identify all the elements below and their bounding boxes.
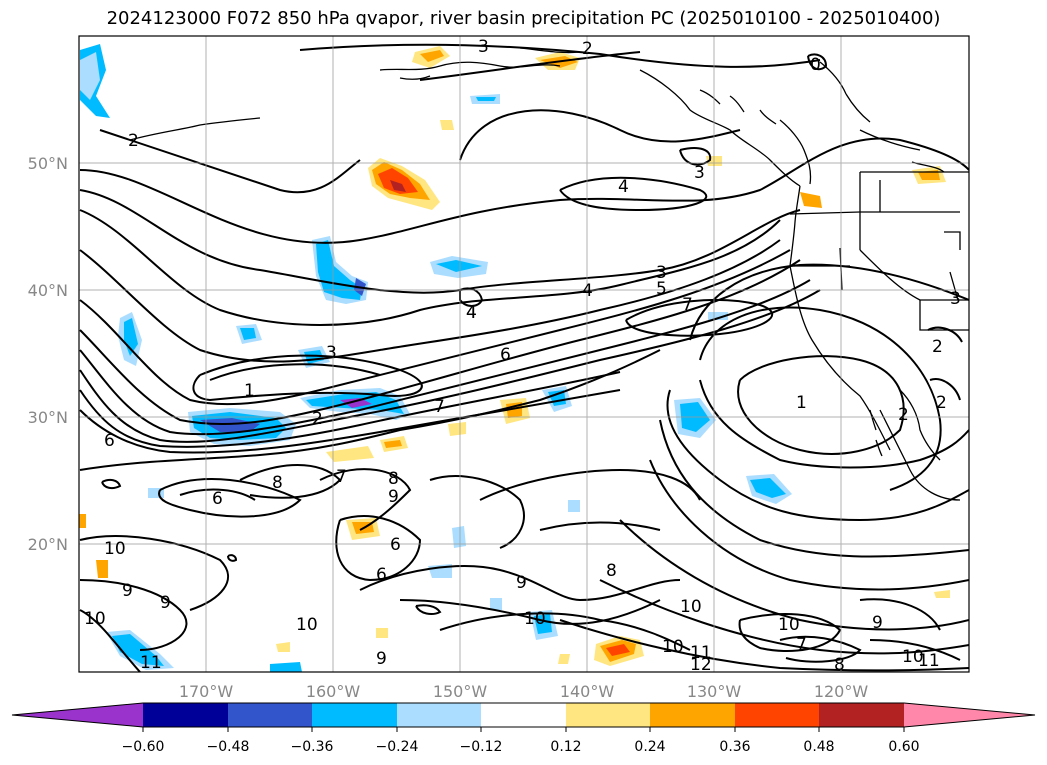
contour-label: 10 — [778, 615, 800, 635]
contour-label: 8 — [272, 473, 283, 493]
coastlines — [129, 47, 969, 501]
contour-label: 5 — [656, 279, 667, 299]
contour-label: 1 — [244, 381, 255, 401]
colorbar-tick-labels: −0.60 −0.48 −0.36 −0.24 −0.12 0.12 0.24 … — [122, 739, 920, 755]
colorbar-tick-label: −0.12 — [460, 739, 503, 755]
lat-label: 20°N — [28, 535, 68, 554]
latitude-labels: 50°N 40°N 30°N 20°N — [28, 154, 68, 554]
contour-label: 10 — [902, 647, 924, 667]
colorbar-extend-high — [904, 703, 1035, 727]
contour-label: 10 — [662, 637, 684, 657]
colorbar-segment — [735, 703, 819, 727]
contour-label: 4 — [466, 303, 477, 323]
lon-label: 120°W — [814, 682, 869, 701]
lon-label: 130°W — [687, 682, 742, 701]
contour-label: 1 — [796, 393, 807, 413]
contour-label: 12 — [690, 655, 712, 675]
contour-label: 7 — [434, 397, 445, 417]
contour-label: 3 — [950, 289, 961, 309]
contour-label: 2 — [312, 409, 323, 429]
lon-label: 140°W — [560, 682, 615, 701]
contour-label: 11 — [140, 653, 162, 673]
contour-label: 6 — [500, 345, 511, 365]
qvapor-contours — [79, 43, 969, 672]
map-title: 2024123000 F072 850 hPa qvapor, river ba… — [106, 8, 941, 29]
colorbar-segment — [481, 703, 566, 727]
contour-label: 9 — [872, 613, 883, 633]
colorbar-tick-label: 0.60 — [888, 739, 919, 755]
lat-label: 40°N — [28, 281, 68, 300]
lon-label: 160°W — [306, 682, 361, 701]
lat-label: 30°N — [28, 408, 68, 427]
contour-label: 8 — [606, 561, 617, 581]
colorbar-extend-low — [12, 703, 143, 727]
contour-label: 9 — [376, 649, 387, 669]
colorbar-tick-label: 0.48 — [803, 739, 834, 755]
contour-label: 4 — [618, 177, 629, 197]
contour-label: 6 — [212, 489, 223, 509]
contour-label: 9 — [388, 487, 399, 507]
contour-label: 9 — [516, 573, 527, 593]
colorbar-tick-label: −0.36 — [291, 739, 334, 755]
contour-label: 10 — [524, 609, 546, 629]
contour-label: 3 — [326, 343, 337, 363]
contour-label: 7 — [336, 467, 347, 487]
colorbar-segment — [397, 703, 481, 727]
longitude-labels: 170°W 160°W 150°W 140°W 130°W 120°W — [179, 682, 869, 701]
contour-label: 7 — [796, 635, 807, 655]
colorbar-segment — [566, 703, 650, 727]
colorbar-tick-label: −0.60 — [122, 739, 165, 755]
contour-label: 10 — [84, 609, 106, 629]
colorbar-segment — [650, 703, 735, 727]
colorbar-tick-label: 0.24 — [634, 739, 665, 755]
colorbar-tick-label: −0.48 — [207, 739, 250, 755]
contour-label: 2 — [898, 405, 909, 425]
colorbar-tick-label: −0.24 — [376, 739, 419, 755]
contour-label: 7 — [682, 295, 693, 315]
contour-label: 0 — [810, 55, 821, 75]
contour-label: 4 — [582, 281, 593, 301]
colorbar-segment — [312, 703, 397, 727]
contour-label: 4 — [466, 303, 477, 323]
contour-label: 6 — [104, 431, 115, 451]
colorbar-tick-label: 0.12 — [550, 739, 581, 755]
lon-label: 150°W — [433, 682, 488, 701]
contour-label: 10 — [296, 615, 318, 635]
contour-label: 10 — [104, 539, 126, 559]
contour-label: 3 — [656, 263, 667, 283]
contour-label: 11 — [690, 643, 712, 663]
contour-label: 9 — [122, 581, 133, 601]
colorbar-tick-label: 0.36 — [719, 739, 750, 755]
contour-label: 9 — [160, 593, 171, 613]
lon-label: 170°W — [179, 682, 234, 701]
contour-label: 10 — [680, 597, 702, 617]
contour-label: 3 — [694, 163, 705, 183]
contour-label: 2 — [932, 337, 943, 357]
colorbar-segment — [143, 703, 228, 727]
contour-label: 8 — [388, 469, 399, 489]
contour-label: 11 — [918, 651, 940, 671]
plot-border — [78, 35, 970, 673]
contour-label: 6 — [390, 535, 401, 555]
contour-label: 8 — [834, 655, 845, 675]
lat-label: 50°N — [28, 154, 68, 173]
contour-label: 6 — [376, 565, 387, 585]
contour-label: 2 — [936, 393, 947, 413]
colorbar: −0.60 −0.48 −0.36 −0.24 −0.12 0.12 0.24 … — [11, 702, 1036, 755]
colorbar-ticks — [142, 727, 905, 732]
contour-label: 3 — [478, 37, 489, 57]
colorbar-segment — [228, 703, 312, 727]
contour-label: 2 — [128, 131, 139, 151]
contour-labels: 3 2 0 2 4 3 3 4 5 7 4 4 3 6 1 7 2 1 2 2 … — [84, 37, 961, 675]
gridlines — [79, 36, 969, 672]
colorbar-segment — [819, 703, 904, 727]
contour-label: 2 — [582, 39, 593, 59]
